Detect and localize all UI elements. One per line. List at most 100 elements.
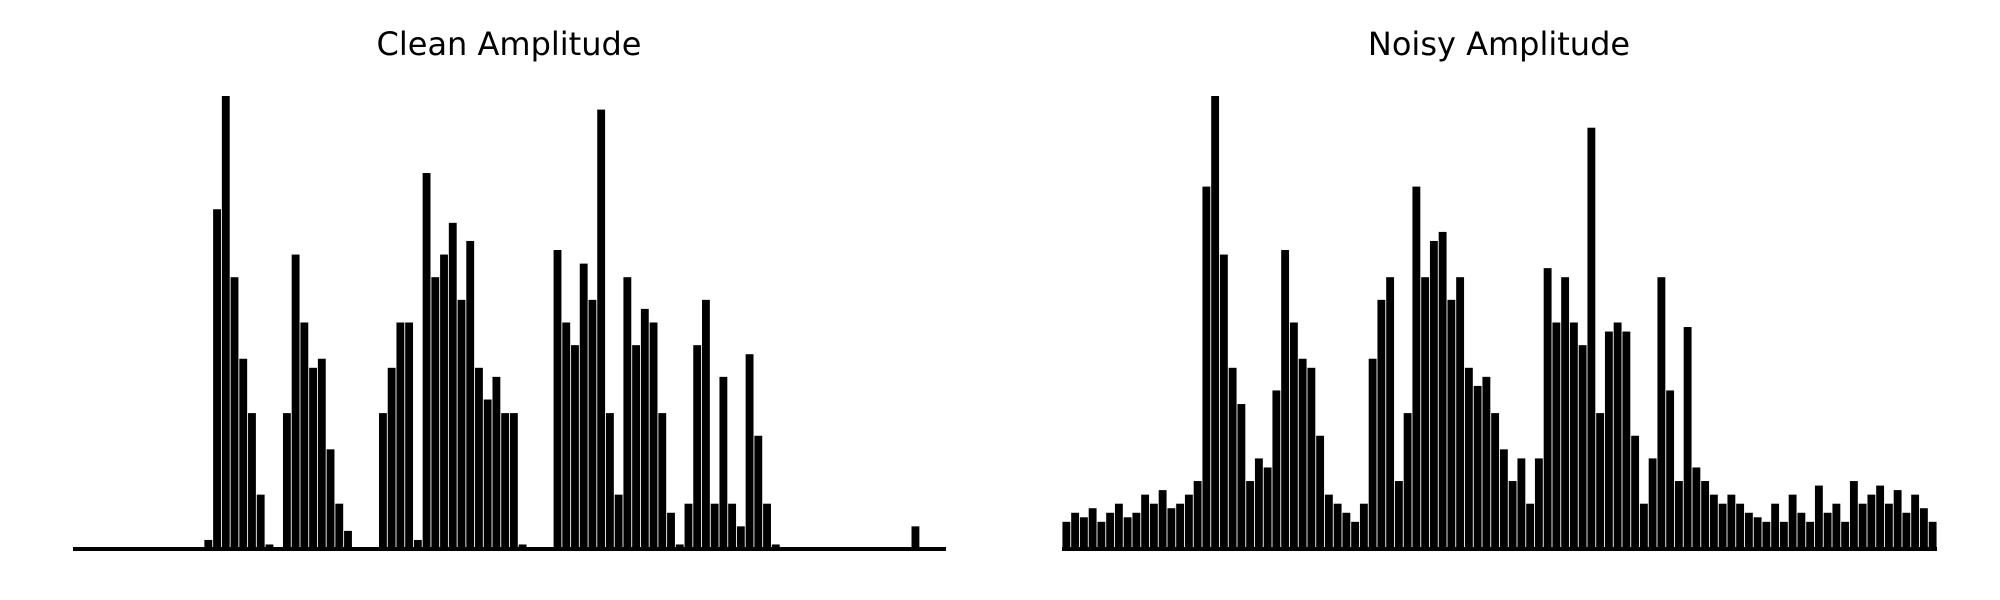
amplitude-spike [1893, 490, 1902, 549]
amplitude-spike [728, 503, 737, 549]
amplitude-spike [1666, 390, 1675, 549]
amplitude-spike [1631, 435, 1640, 549]
amplitude-spike [230, 277, 239, 549]
amplitude-spike [1858, 503, 1867, 549]
amplitude-spike [1753, 517, 1762, 549]
amplitude-spike [1596, 413, 1605, 549]
amplitude-spike [597, 109, 606, 549]
amplitude-spike [248, 413, 256, 549]
chart-title: Clean Amplitude [377, 25, 642, 63]
amplitude-spike [562, 322, 571, 549]
amplitude-spike [1718, 503, 1727, 549]
amplitude-spike [911, 526, 920, 549]
amplitude-spike [1097, 521, 1106, 549]
amplitude-spike [1587, 127, 1596, 550]
amplitude-spike [1088, 508, 1097, 549]
amplitude-spike [457, 299, 466, 549]
amplitude-spike [1508, 481, 1517, 549]
amplitude-spike [326, 449, 335, 549]
amplitude-spike [1788, 494, 1797, 549]
amplitude-spike [1228, 367, 1237, 549]
amplitude-spike [623, 277, 632, 549]
amplitude-spike [1333, 503, 1342, 549]
amplitude-spike [1727, 494, 1736, 549]
amplitude-spike [1806, 521, 1815, 549]
amplitude-spike [1771, 503, 1780, 549]
chart-title: Noisy Amplitude [1368, 25, 1630, 63]
amplitude-spike [1814, 485, 1823, 549]
amplitude-spike [1237, 404, 1246, 549]
amplitude-spike [605, 413, 614, 549]
amplitude-spike [1246, 481, 1255, 549]
amplitude-spike [1692, 467, 1701, 549]
amplitude-spike [1429, 240, 1438, 549]
amplitude-spike [422, 173, 431, 549]
amplitude-spike [509, 413, 518, 549]
amplitude-spike [1701, 481, 1710, 549]
amplitude-spike [1482, 376, 1491, 549]
amplitude-spike [396, 322, 405, 549]
amplitude-spike [1876, 485, 1885, 549]
amplitude-spike [614, 494, 623, 549]
amplitude-spike [282, 413, 291, 549]
amplitude-spike [431, 277, 440, 549]
amplitude-spike [667, 512, 675, 549]
amplitude-spike [1517, 458, 1526, 549]
amplitude-spike [1473, 385, 1482, 549]
amplitude-spike [571, 345, 579, 549]
amplitude-spike [1674, 481, 1683, 549]
amplitude-spike [1062, 521, 1071, 549]
amplitude-spike [1491, 413, 1500, 549]
amplitude-spike [483, 399, 492, 549]
amplitude-spike [579, 263, 588, 549]
amplitude-spike [466, 240, 475, 549]
amplitude-spike [1464, 367, 1473, 549]
amplitude-spike [553, 250, 562, 549]
amplitude-spike [1438, 231, 1447, 549]
amplitude-spike [1202, 186, 1211, 549]
amplitude-spike [335, 503, 344, 549]
amplitude-spike [300, 322, 309, 549]
amplitude-spike [501, 413, 510, 549]
amplitude-spike [1193, 481, 1202, 549]
amplitude-spike [221, 96, 230, 549]
amplitude-spike [1421, 277, 1430, 549]
amplitude-spike [1657, 277, 1666, 549]
amplitude-spike [448, 222, 457, 549]
amplitude-spike [1368, 358, 1377, 549]
amplitude-spike [701, 299, 710, 549]
amplitude-spike [1902, 512, 1911, 549]
amplitude-spike [1263, 467, 1272, 549]
amplitude-spike [1779, 521, 1788, 549]
amplitude-spike [1184, 494, 1193, 549]
amplitude-spike [1289, 322, 1298, 549]
amplitude-spike [1272, 390, 1281, 549]
amplitude-spike [405, 322, 414, 549]
amplitude-spike [518, 544, 527, 549]
amplitude-spike [1884, 503, 1893, 549]
amplitude-spike [745, 354, 754, 549]
amplitude-spike [1316, 435, 1325, 549]
amplitude-spike [1919, 508, 1928, 549]
amplitude-spike [1604, 331, 1613, 549]
amplitude-spike [1561, 277, 1570, 549]
amplitude-spike [413, 539, 422, 549]
amplitude-spike [1762, 521, 1771, 549]
amplitude-spike [1543, 268, 1552, 549]
amplitude-spike [1447, 299, 1456, 549]
amplitude-spike [1377, 299, 1386, 549]
amplitude-spike [1622, 331, 1631, 549]
amplitude-spike [1123, 517, 1132, 549]
amplitude-spike [710, 503, 719, 549]
amplitude-spike [675, 544, 684, 549]
amplitude-spike [1298, 358, 1307, 549]
amplitude-spike [649, 322, 658, 549]
amplitude-spike [719, 376, 728, 549]
amplitude-spike [1683, 327, 1692, 549]
amplitude-spike [1324, 494, 1333, 549]
amplitude-spike [378, 413, 387, 549]
amplitude-spike [1167, 508, 1176, 549]
amplitude-spike [1071, 512, 1080, 549]
amplitude-spike [265, 544, 274, 549]
